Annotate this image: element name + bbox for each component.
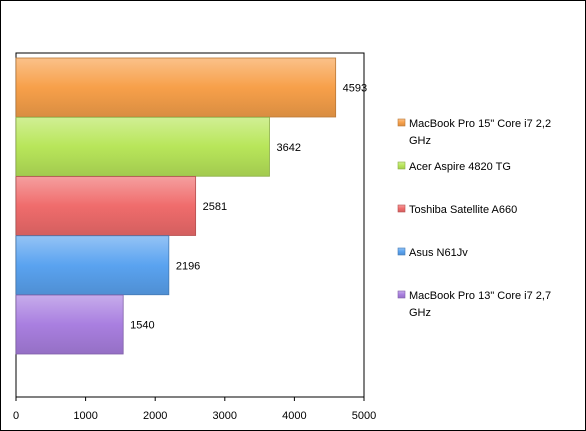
legend-swatch-1: [397, 161, 406, 170]
legend-entry-2: Toshiba Satellite A660: [409, 204, 517, 216]
data-label-0: 4593: [343, 83, 367, 95]
legend-swatch-2: [397, 204, 406, 213]
bar-0: [15, 57, 337, 118]
legend-swatch-4: [397, 290, 406, 299]
x-tick-label-5: 5000: [352, 410, 376, 422]
x-tick-label-2: 2000: [143, 410, 167, 422]
bar-2: [15, 176, 197, 236]
x-axis: 0 1000 2000 3000 4000 5000: [13, 397, 376, 422]
legend-entry-3: Asus N61Jv: [409, 247, 468, 259]
data-label-3: 2196: [176, 260, 200, 272]
legend-entry-0: MacBook Pro 15" Core i7 2,2 GHz: [409, 118, 551, 147]
legend-entry-1: Acer Aspire 4820 TG: [409, 161, 511, 173]
x-tick-label-3: 3000: [213, 410, 237, 422]
x-tick-label-1: 1000: [73, 410, 97, 422]
data-labels: 4593 3642 2581 2196 1540: [130, 83, 367, 332]
bars: [15, 57, 337, 355]
legend-entry-4: MacBook Pro 13" Core i7 2,7 GHz: [409, 290, 551, 319]
data-label-4: 1540: [130, 320, 154, 332]
x-tick-label-0: 0: [13, 410, 19, 422]
bar-3: [15, 235, 170, 296]
x-tick-label-4: 4000: [282, 410, 306, 422]
bar-4: [15, 294, 124, 355]
data-label-2: 2581: [203, 201, 227, 213]
legend: MacBook Pro 15" Core i7 2,2 GHz Acer Aspir…: [397, 118, 551, 319]
data-label-1: 3642: [276, 142, 300, 154]
legend-swatch-0: [397, 118, 406, 127]
legend-swatch-3: [397, 247, 406, 256]
bar-1: [15, 116, 270, 177]
